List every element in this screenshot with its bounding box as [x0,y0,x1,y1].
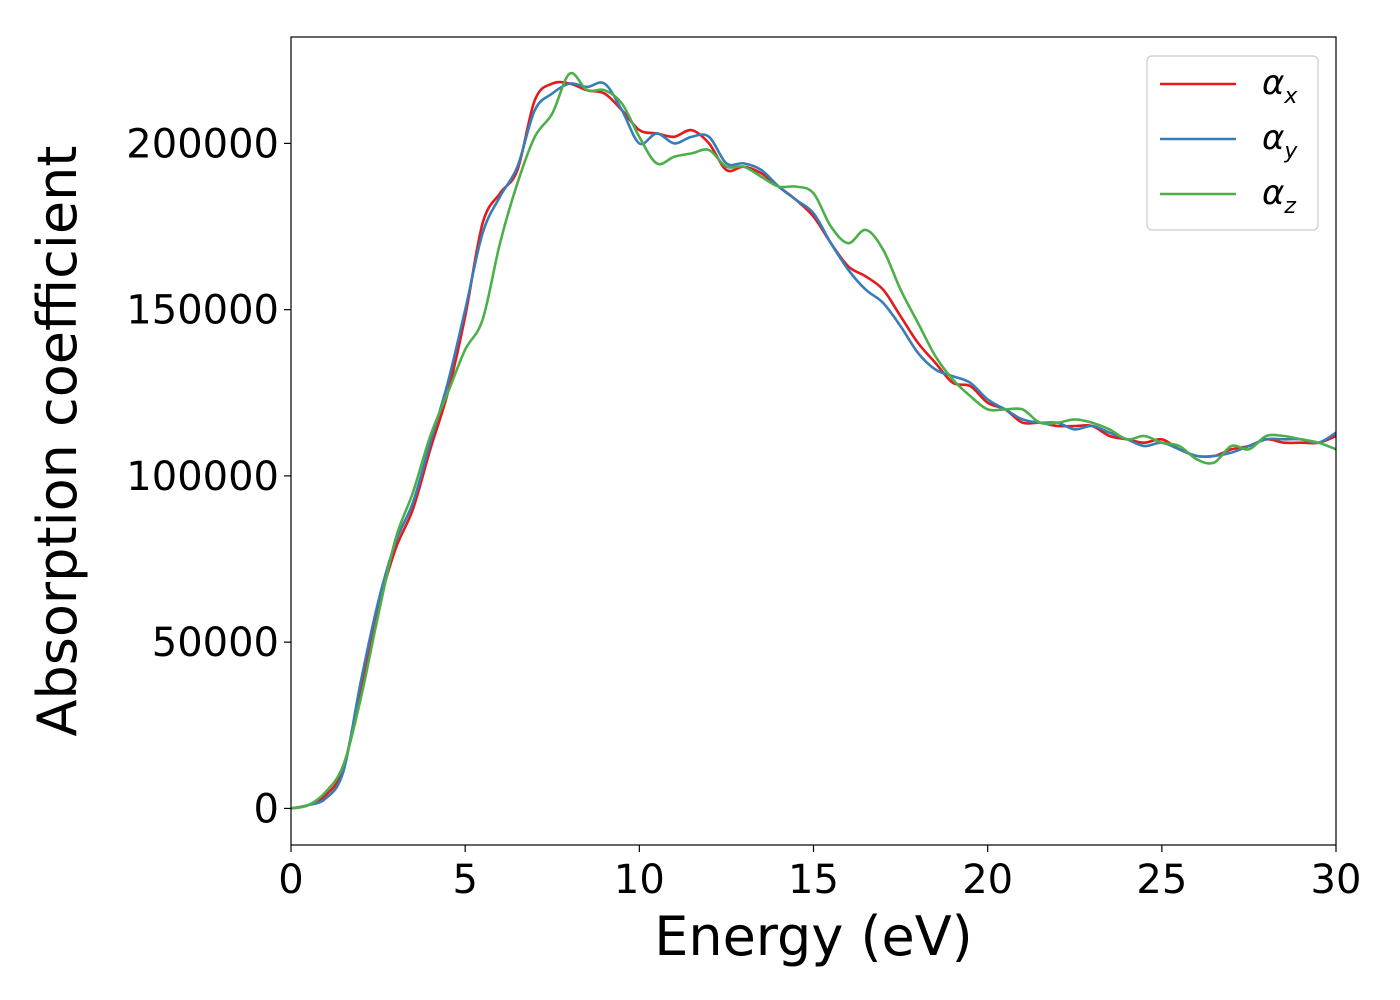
x-tick-label: 20 [962,857,1013,903]
y-tick-label: 100000 [126,454,279,500]
legend-label-alpha-x: αx [1262,63,1298,109]
x-tick-label: 30 [1311,857,1362,903]
series-line-alpha-x [290,80,1337,810]
plot-series [290,71,1337,810]
y-tick-label: 150000 [126,288,279,334]
series-line-alpha-z [290,71,1337,810]
y-tick-label: 0 [254,786,279,832]
y-tick-label: 200000 [126,121,279,167]
y-axis-title: Absorption coefficient [26,146,89,737]
x-tick-label: 0 [278,857,303,903]
y-axis-ticks: 0 50000 100000 150000 200000 [126,121,291,832]
x-tick-label: 5 [452,857,477,903]
x-tick-label: 15 [788,857,839,903]
x-axis-title: Energy (eV) [654,905,973,968]
y-tick-label: 50000 [152,620,279,666]
x-axis-ticks: 0 5 10 15 20 25 30 [278,845,1361,903]
x-tick-label: 10 [614,857,665,903]
legend-box [1146,55,1319,231]
x-tick-label: 25 [1136,857,1187,903]
